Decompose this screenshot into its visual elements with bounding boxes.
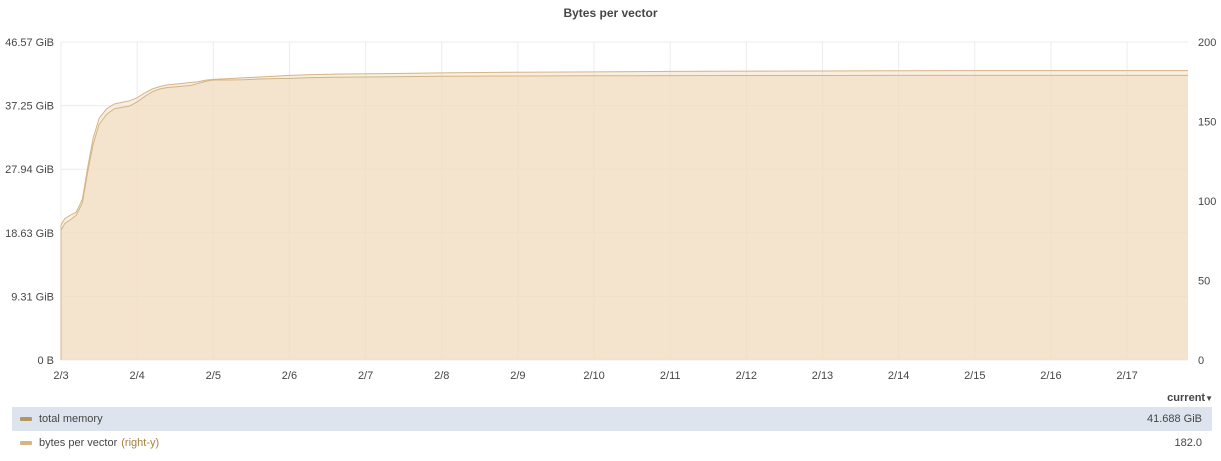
legend-current-value: 41.688 GiB (1146, 413, 1202, 425)
y-right-tick-label: 0 (1198, 355, 1204, 367)
y-right-tick-label: 150 (1198, 117, 1216, 129)
series-color-swatch[interactable] (20, 441, 32, 445)
legend-current-value: 182.0 (1174, 437, 1202, 449)
y-right-tick-label: 50 (1198, 276, 1210, 288)
x-tick-label: 2/10 (583, 370, 604, 382)
legend-series-name: bytes per vector (39, 437, 118, 449)
x-tick-label: 2/3 (53, 370, 68, 382)
chart-area[interactable]: 0 B 9.31 GiB 18.63 GiB 27.94 GiB 37.25 GiB 46… (0, 0, 1221, 400)
y-left-tick-label: 0 B (37, 355, 54, 367)
legend-sort-current[interactable]: current▼ (1167, 392, 1213, 404)
y-left-tick-label: 37.25 GiB (5, 101, 54, 113)
y-right-tick-label: 200 (1198, 37, 1216, 49)
x-tick-label: 2/8 (434, 370, 449, 382)
panel-title: Bytes per vector (563, 6, 658, 20)
x-tick-label: 2/15 (964, 370, 985, 382)
series-area-bytes-per-vector (61, 70, 1188, 361)
x-tick-label: 2/12 (736, 370, 757, 382)
series-line-bytes-per-vector (60, 70, 1188, 226)
x-tick-label: 2/17 (1116, 370, 1137, 382)
legend-row-bytes-per-vector[interactable]: bytes per vector (right-y) 182.0 (12, 431, 1212, 455)
legend-series-name: total memory (39, 413, 103, 425)
legend-header-label: current (1167, 392, 1206, 404)
caret-down-icon: ▼ (1205, 394, 1213, 403)
legend-axis-note: (right-y) (121, 437, 160, 449)
y-left-tick-label: 46.57 GiB (5, 37, 54, 49)
legend-row-total-memory[interactable]: total memory 41.688 GiB (12, 407, 1212, 431)
y-left-tick-label: 9.31 GiB (11, 291, 54, 303)
x-tick-label: 2/16 (1040, 370, 1061, 382)
x-tick-label: 2/5 (206, 370, 221, 382)
x-tick-label: 2/4 (130, 370, 145, 382)
x-tick-label: 2/13 (812, 370, 833, 382)
x-tick-label: 2/9 (510, 370, 525, 382)
series-line-total-memory (60, 74, 1189, 231)
x-tick-label: 2/11 (660, 370, 681, 382)
x-tick-label: 2/7 (358, 370, 373, 382)
y-right-tick-label: 100 (1198, 196, 1216, 208)
x-tick-label: 2/6 (282, 370, 297, 382)
y-left-tick-label: 27.94 GiB (5, 164, 54, 176)
series-area-total-memory (61, 75, 1188, 360)
y-left-tick-label: 18.63 GiB (5, 228, 54, 240)
x-tick-label: 2/14 (888, 370, 909, 382)
series-color-swatch[interactable] (20, 417, 32, 421)
